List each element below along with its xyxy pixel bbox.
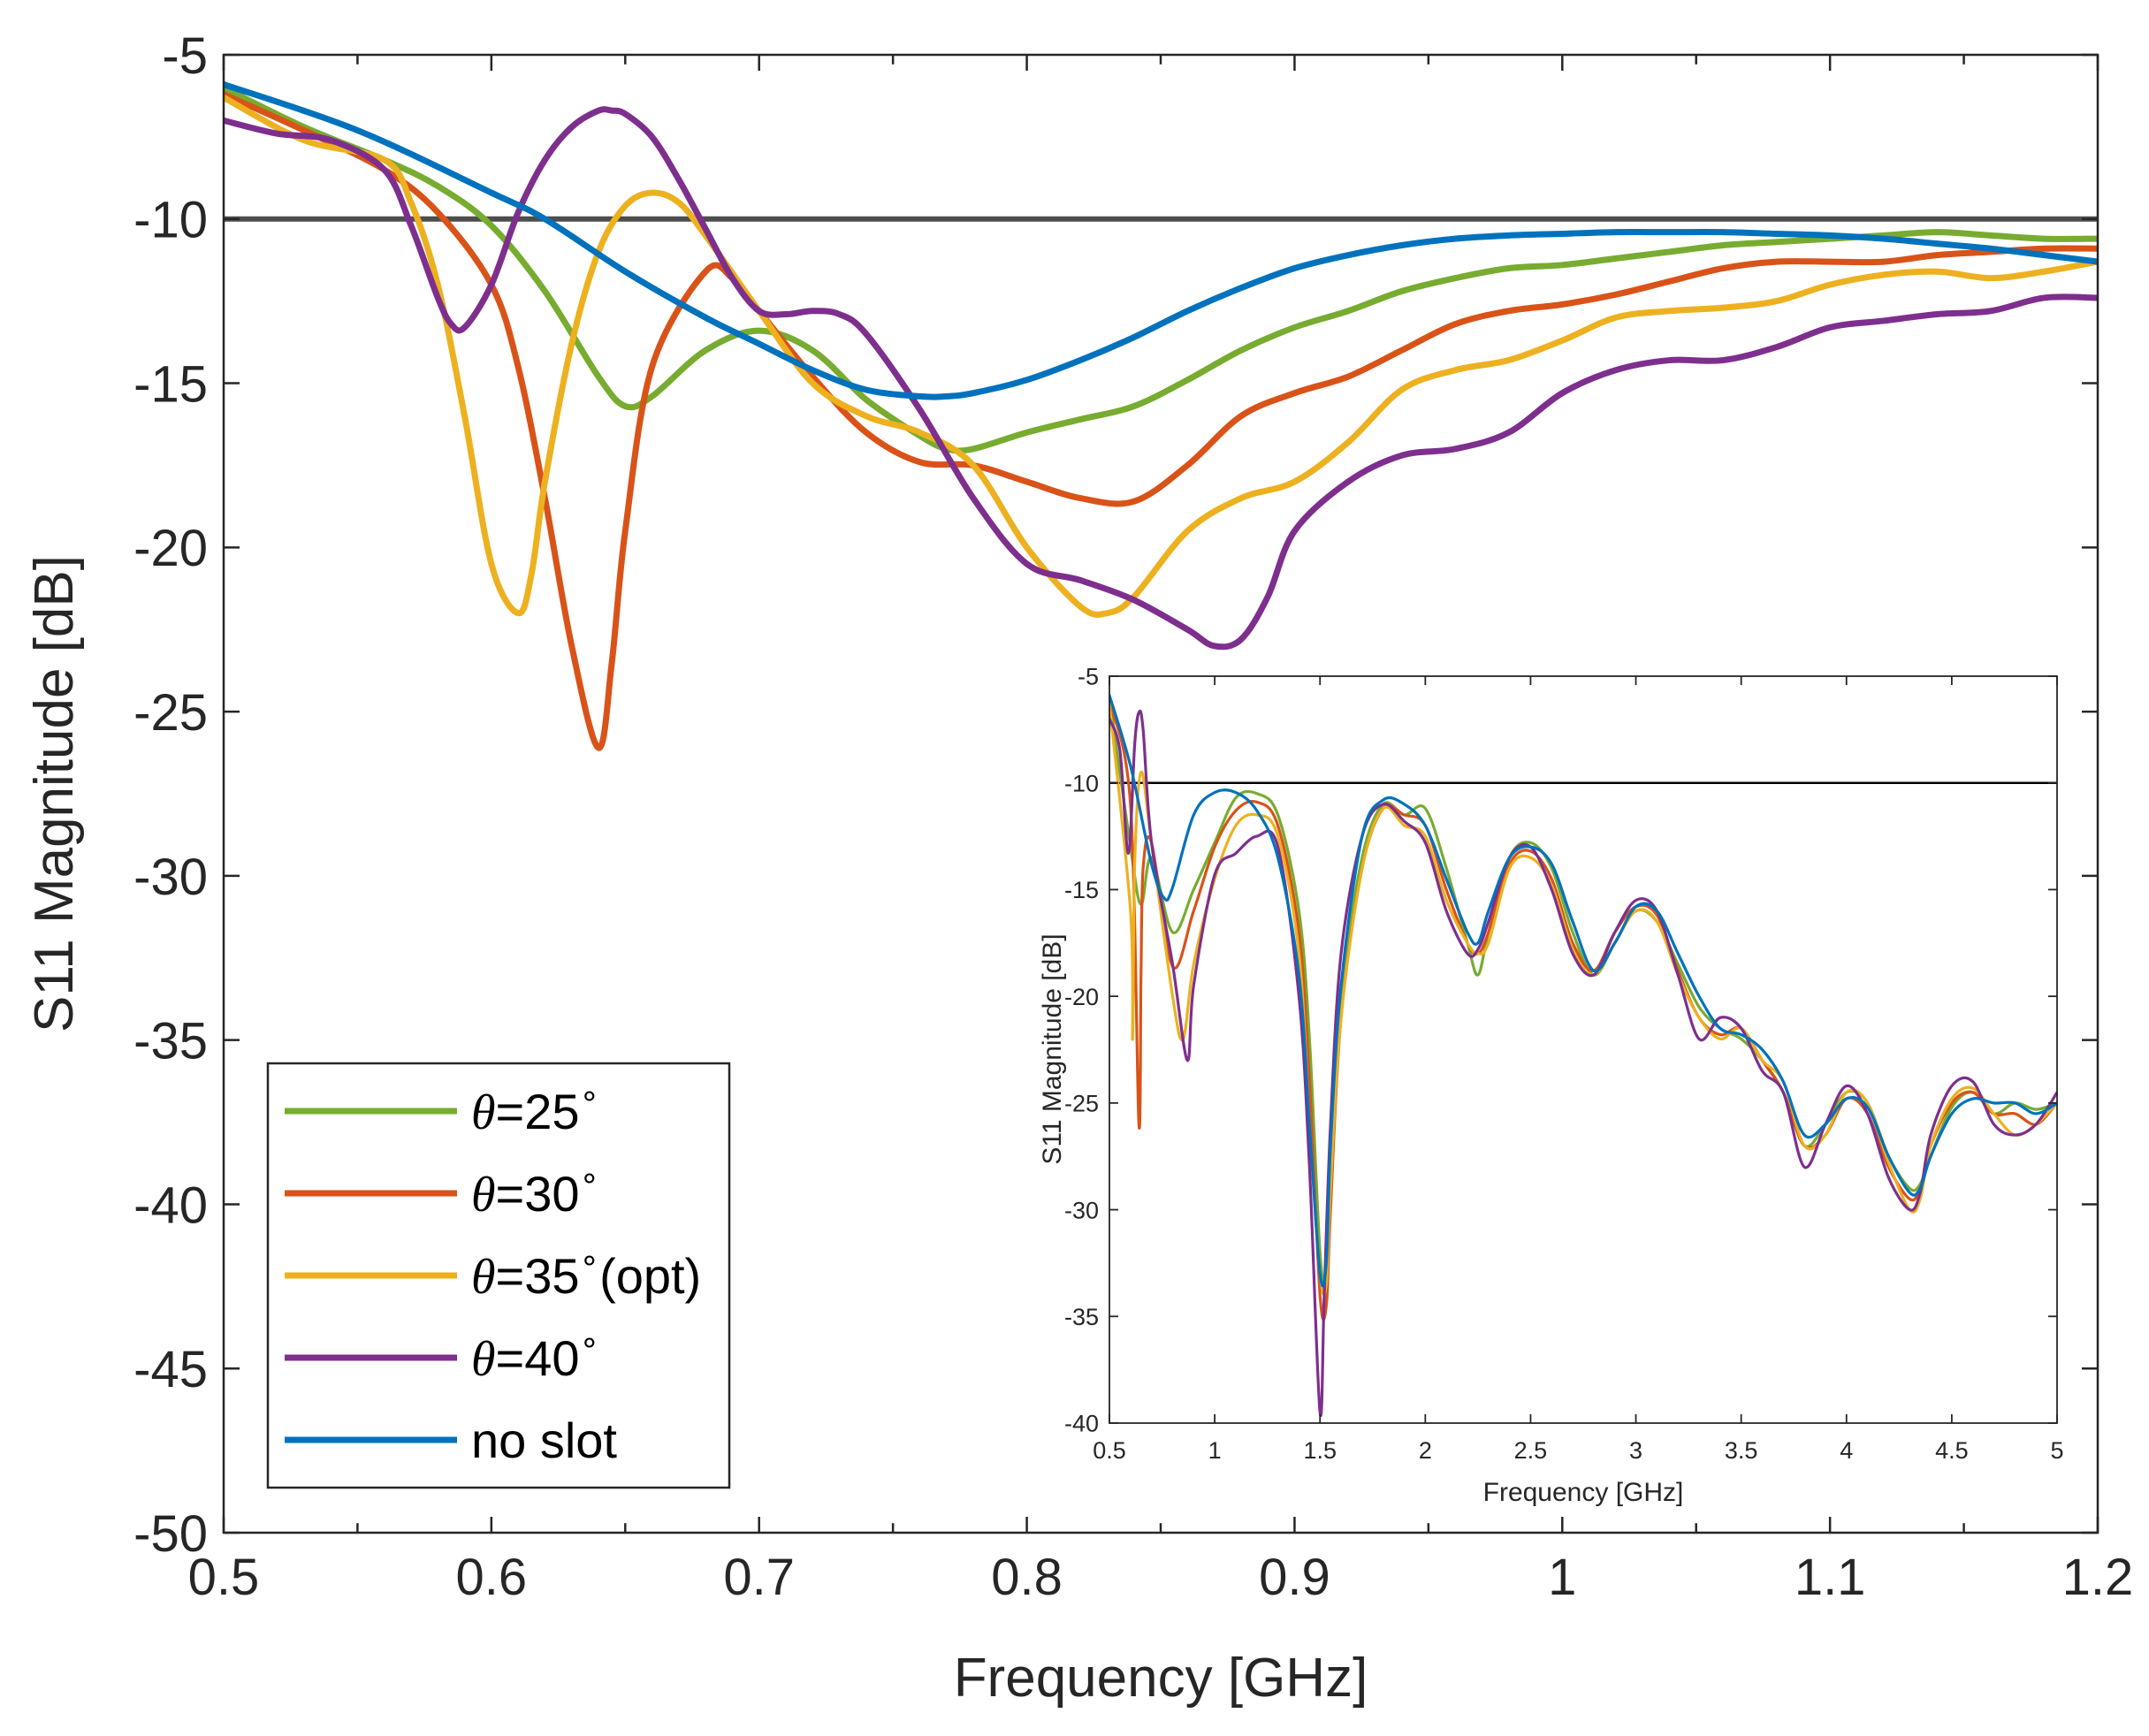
inset-y-ticks: -5 -10 -15 -20 -25 -30 -35 -40 bbox=[1064, 664, 2057, 1437]
legend-degree-t30: ∘ bbox=[580, 1159, 600, 1195]
inset-x-tick-label: 1.5 bbox=[1303, 1437, 1337, 1464]
main-series-lines bbox=[224, 80, 2098, 751]
inset-y-tick-label: -35 bbox=[1064, 1304, 1099, 1330]
inset-x-axis-title: Frequency [GHz] bbox=[1483, 1478, 1684, 1507]
legend-label-noslot: no slot bbox=[471, 1412, 617, 1468]
legend-value-t25: =25 bbox=[496, 1084, 580, 1139]
legend-value-t40: =40 bbox=[496, 1330, 580, 1386]
legend-theta-t30: θ bbox=[471, 1168, 496, 1222]
main-series-line-t40 bbox=[224, 106, 2098, 651]
main-x-ticks: 0.5 0.6 0.7 0.8 0.9 1 1.1 1.2 bbox=[188, 55, 2134, 1606]
inset-x-tick-label: 4.5 bbox=[1935, 1437, 1969, 1464]
legend-label-t35: θ=35∘(opt) bbox=[471, 1241, 701, 1305]
inset-series-line-noslot bbox=[1109, 694, 2057, 1288]
inset-x-tick-label: 0.5 bbox=[1093, 1437, 1126, 1464]
inset-y-tick-label: -15 bbox=[1064, 877, 1099, 903]
legend-value-t30: =30 bbox=[496, 1166, 580, 1222]
inset-y-tick-label: -40 bbox=[1064, 1411, 1099, 1437]
legend-label-t40: θ=40∘ bbox=[471, 1323, 599, 1387]
inset-x-ticks: 0.5 1 1.5 2 2.5 3 3.5 4 4.5 5 bbox=[1093, 676, 2064, 1464]
main-y-axis-title: S11 Magnitude [dB] bbox=[24, 555, 85, 1032]
inset-x-tick-label: 3 bbox=[1629, 1437, 1642, 1464]
inset-x-tick-label: 3.5 bbox=[1725, 1437, 1758, 1464]
main-series-line-t25 bbox=[224, 84, 2098, 454]
inset-series-lines bbox=[1109, 694, 2057, 1417]
inset-series-line-t40 bbox=[1109, 709, 2057, 1417]
legend-degree-t35: ∘ bbox=[580, 1241, 600, 1277]
main-x-tick-label: 1.2 bbox=[2062, 1549, 2134, 1606]
legend-theta-t35: θ bbox=[471, 1250, 496, 1305]
main-x-tick-label: 1.1 bbox=[1795, 1549, 1866, 1606]
inset-plot-area bbox=[1109, 676, 2057, 1423]
inset-y-axis-title: S11 Magnitude [dB] bbox=[1038, 933, 1067, 1164]
inset-x-tick-label: 5 bbox=[2050, 1437, 2063, 1464]
inset-x-tick-label: 2 bbox=[1419, 1437, 1432, 1464]
main-y-tick-label: -5 bbox=[162, 27, 208, 85]
main-x-tick-label: 0.9 bbox=[1259, 1549, 1330, 1606]
inset-x-tick-label: 4 bbox=[1840, 1437, 1853, 1464]
legend-degree-t40: ∘ bbox=[580, 1323, 600, 1359]
inset-x-tick-label: 1 bbox=[1208, 1437, 1222, 1464]
main-series-line-noslot bbox=[224, 80, 2098, 400]
legend-label-t30: θ=30∘ bbox=[471, 1159, 599, 1222]
main-y-tick-label: -15 bbox=[133, 355, 208, 413]
main-x-axis-title: Frequency [GHz] bbox=[954, 1648, 1368, 1709]
main-y-tick-label: -10 bbox=[133, 192, 208, 249]
main-x-tick-label: 0.7 bbox=[723, 1549, 795, 1606]
inset-y-tick-label: -20 bbox=[1064, 984, 1099, 1010]
legend-theta-t25: θ bbox=[471, 1085, 496, 1140]
main-x-tick-label: 0.5 bbox=[188, 1549, 260, 1606]
main-x-tick-label: 0.6 bbox=[456, 1549, 528, 1606]
inset-x-tick-label: 2.5 bbox=[1514, 1437, 1548, 1464]
legend-label-t25: θ=25∘ bbox=[471, 1077, 599, 1140]
main-y-tick-label: -35 bbox=[133, 1013, 208, 1070]
legend-value-noslot: no slot bbox=[471, 1412, 617, 1468]
inset-y-tick-label: -30 bbox=[1064, 1197, 1099, 1223]
main-y-tick-label: -45 bbox=[133, 1341, 208, 1398]
inset-y-tick-label: -5 bbox=[1078, 664, 1099, 690]
main-y-tick-label: -40 bbox=[133, 1176, 208, 1234]
main-y-ticks: -5 -10 -15 -20 -25 -30 -35 -40 -45 -50 bbox=[133, 27, 2098, 1563]
main-y-tick-label: -20 bbox=[133, 520, 208, 577]
legend-degree-t25: ∘ bbox=[580, 1077, 600, 1113]
main-y-tick-label: -50 bbox=[133, 1505, 208, 1563]
inset-y-tick-label: -10 bbox=[1064, 770, 1099, 796]
legend-suffix-t35: (opt) bbox=[599, 1248, 701, 1304]
main-x-tick-label: 0.8 bbox=[991, 1549, 1063, 1606]
inset-axes: 0.5 1 1.5 2 2.5 3 3.5 4 4.5 5 -5 -10 -15 -20 -25 -30 -3… bbox=[1038, 664, 2064, 1507]
legend-value-t35: =35 bbox=[496, 1248, 580, 1304]
legend-theta-t40: θ bbox=[471, 1332, 496, 1387]
inset-axes-box bbox=[1109, 675, 2058, 1424]
main-y-tick-label: -25 bbox=[133, 684, 208, 742]
legend-items: θ=25∘θ=30∘θ=35∘(opt)θ=40∘no slot bbox=[285, 1077, 701, 1468]
main-series-line-t35 bbox=[224, 94, 2098, 618]
main-y-tick-label: -30 bbox=[133, 849, 208, 906]
inset-y-tick-label: -25 bbox=[1064, 1091, 1099, 1117]
main-x-tick-label: 1 bbox=[1548, 1549, 1576, 1606]
legend: θ=25∘θ=30∘θ=35∘(opt)θ=40∘no slot bbox=[266, 1062, 731, 1489]
